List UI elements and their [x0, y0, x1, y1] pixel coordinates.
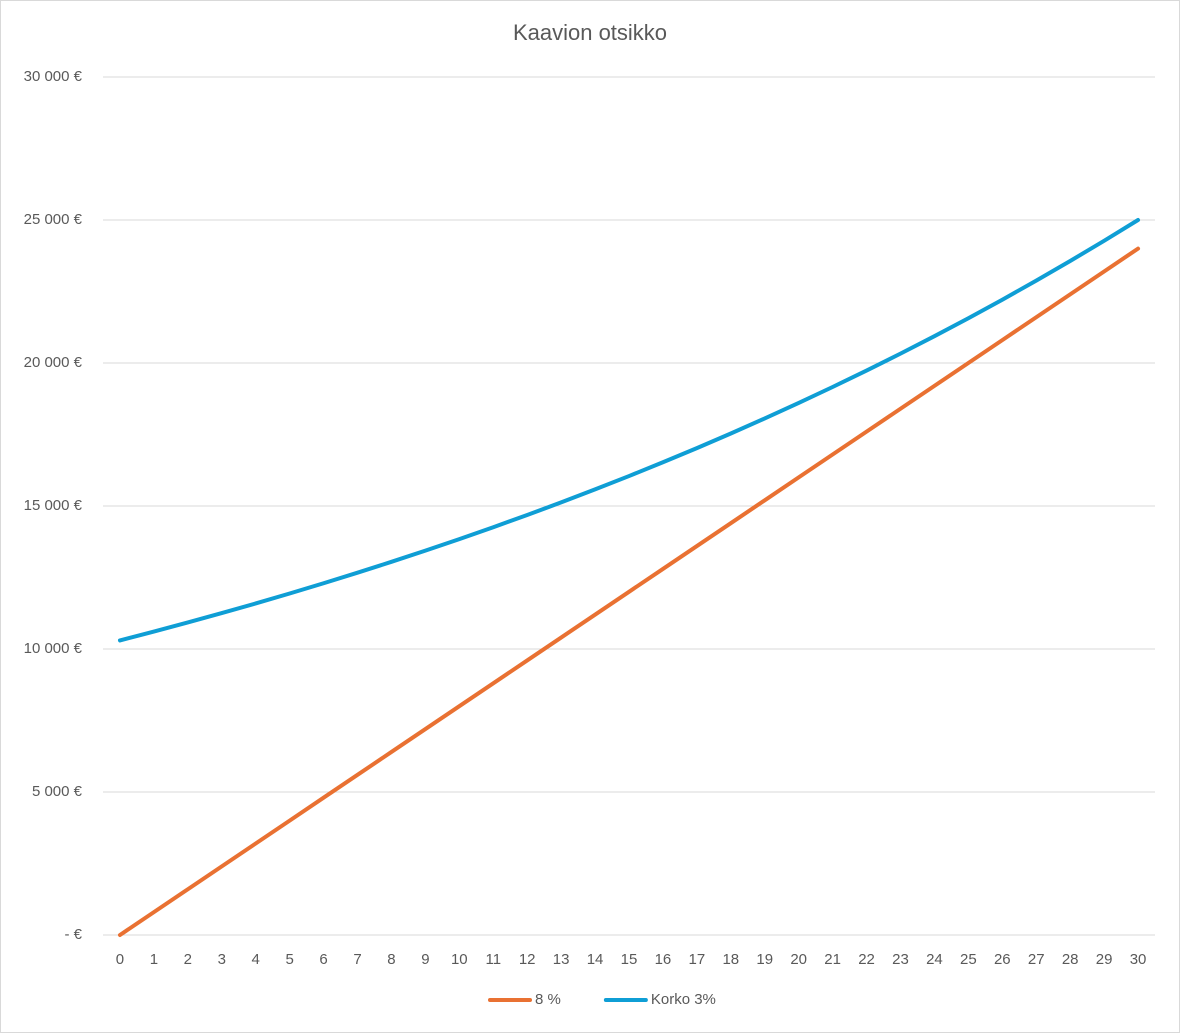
- x-tick-label: 9: [421, 951, 429, 968]
- x-tick-label: 10: [451, 951, 468, 968]
- x-tick-label: 16: [655, 951, 672, 968]
- x-tick-label: 8: [387, 951, 395, 968]
- x-tick-label: 29: [1096, 951, 1113, 968]
- x-tick-label: 5: [285, 951, 293, 968]
- line-series: [117, 218, 1141, 643]
- x-tick-label: 21: [824, 951, 841, 968]
- x-tick-label: 7: [353, 951, 361, 968]
- x-tick-label: 18: [722, 951, 739, 968]
- x-tick-label: 0: [116, 951, 124, 968]
- x-tick-label: 25: [960, 951, 977, 968]
- x-tick-label: 3: [218, 951, 226, 968]
- x-tick-label: 23: [892, 951, 909, 968]
- x-tick-label: 22: [858, 951, 875, 968]
- y-tick-label: 30 000 €: [24, 68, 83, 85]
- legend-label: Korko 3%: [651, 991, 716, 1008]
- x-tick-label: 19: [756, 951, 773, 968]
- line-series: [117, 246, 1141, 937]
- x-tick-label: 12: [519, 951, 536, 968]
- x-tick-label: 15: [621, 951, 638, 968]
- x-tick-label: 28: [1062, 951, 1079, 968]
- x-tick-label: 1: [150, 951, 158, 968]
- x-tick-label: 2: [184, 951, 192, 968]
- x-tick-label: 6: [319, 951, 327, 968]
- legend-label: 8 %: [535, 991, 561, 1008]
- chart-title: Kaavion otsikko: [513, 20, 667, 45]
- y-tick-label: 15 000 €: [24, 497, 83, 514]
- x-tick-label: 27: [1028, 951, 1045, 968]
- x-tick-label: 11: [485, 951, 501, 968]
- x-tick-label: 14: [587, 951, 604, 968]
- y-tick-label: 25 000 €: [24, 211, 83, 228]
- y-tick-label: 10 000 €: [24, 640, 83, 657]
- x-tick-label: 17: [689, 951, 706, 968]
- y-tick-label: 5 000 €: [32, 783, 83, 800]
- y-tick-label: - €: [64, 926, 82, 943]
- x-tick-label: 13: [553, 951, 570, 968]
- x-tick-label: 26: [994, 951, 1011, 968]
- x-tick-label: 20: [790, 951, 807, 968]
- x-tick-label: 4: [252, 951, 260, 968]
- x-tick-label: 30: [1130, 951, 1147, 968]
- x-tick-label: 24: [926, 951, 943, 968]
- y-tick-label: 20 000 €: [24, 354, 83, 371]
